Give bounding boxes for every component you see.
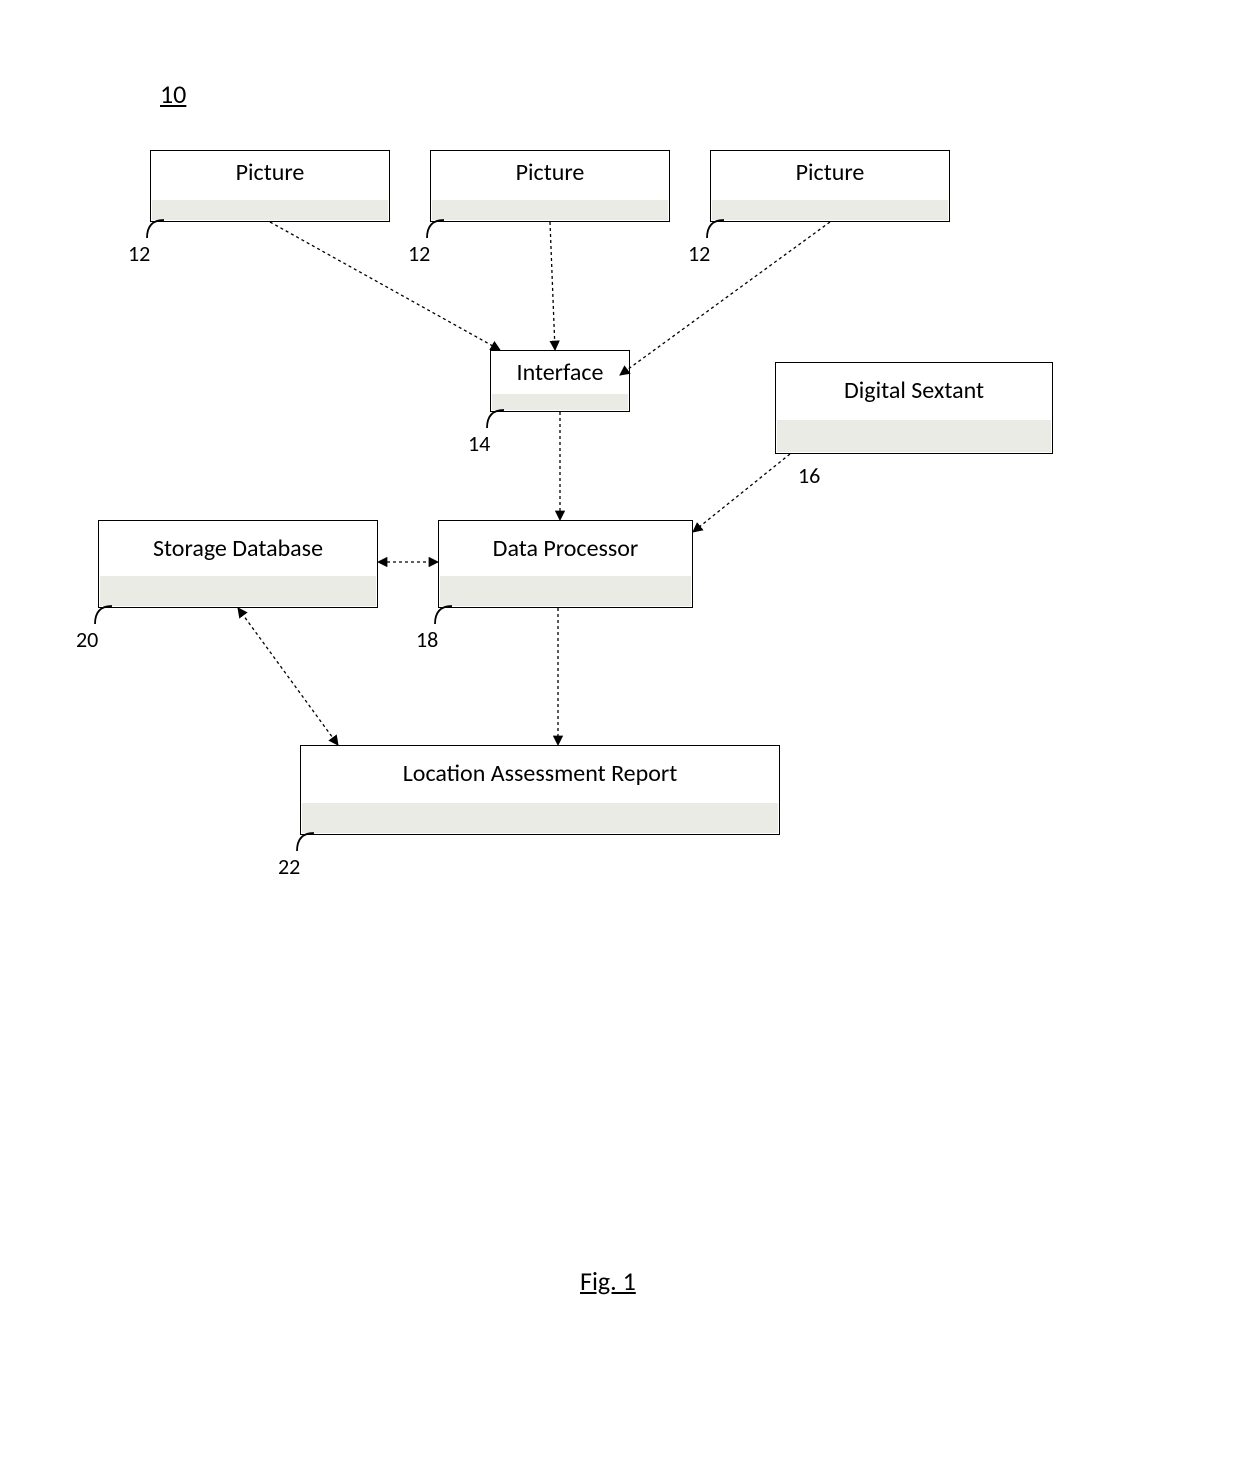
edge: [270, 222, 500, 350]
node-picture-3: Picture: [710, 150, 950, 222]
node-digital-sextant: Digital Sextant: [775, 362, 1053, 454]
node-label: Interface: [491, 351, 629, 388]
node-shade: [440, 576, 691, 606]
edge: [620, 222, 830, 375]
node-storage-database: Storage Database: [98, 520, 378, 608]
ref-number: 12: [128, 240, 150, 267]
node-shade: [712, 200, 948, 220]
diagram-page: 10 Picture 12 Picture 12 Picture 12 Inte…: [0, 0, 1240, 1483]
node-shade: [152, 200, 388, 220]
node-shade: [492, 394, 628, 410]
node-picture-2: Picture: [430, 150, 670, 222]
node-label: Location Assessment Report: [301, 746, 779, 789]
node-shade: [432, 200, 668, 220]
figure-caption: Fig. 1: [580, 1265, 636, 1297]
ref-number: 20: [76, 626, 98, 653]
node-picture-1: Picture: [150, 150, 390, 222]
node-shade: [100, 576, 376, 606]
edge: [550, 222, 555, 350]
ref-number: 14: [468, 430, 490, 457]
node-location-report: Location Assessment Report: [300, 745, 780, 835]
node-data-processor: Data Processor: [438, 520, 693, 608]
figure-number: 10: [160, 78, 186, 110]
ref-number: 16: [798, 462, 820, 489]
ref-number: 12: [688, 240, 710, 267]
node-label: Storage Database: [99, 521, 377, 564]
node-shade: [302, 803, 778, 833]
node-label: Picture: [431, 151, 669, 188]
node-label: Picture: [711, 151, 949, 188]
edge: [238, 608, 338, 745]
edge: [693, 454, 790, 532]
node-label: Digital Sextant: [776, 363, 1052, 406]
node-shade: [777, 420, 1051, 452]
ref-number: 22: [278, 853, 300, 880]
ref-number: 18: [416, 626, 438, 653]
ref-number: 12: [408, 240, 430, 267]
node-label: Data Processor: [439, 521, 692, 564]
node-label: Picture: [151, 151, 389, 188]
edges-layer: [0, 0, 1240, 1483]
node-interface: Interface: [490, 350, 630, 412]
